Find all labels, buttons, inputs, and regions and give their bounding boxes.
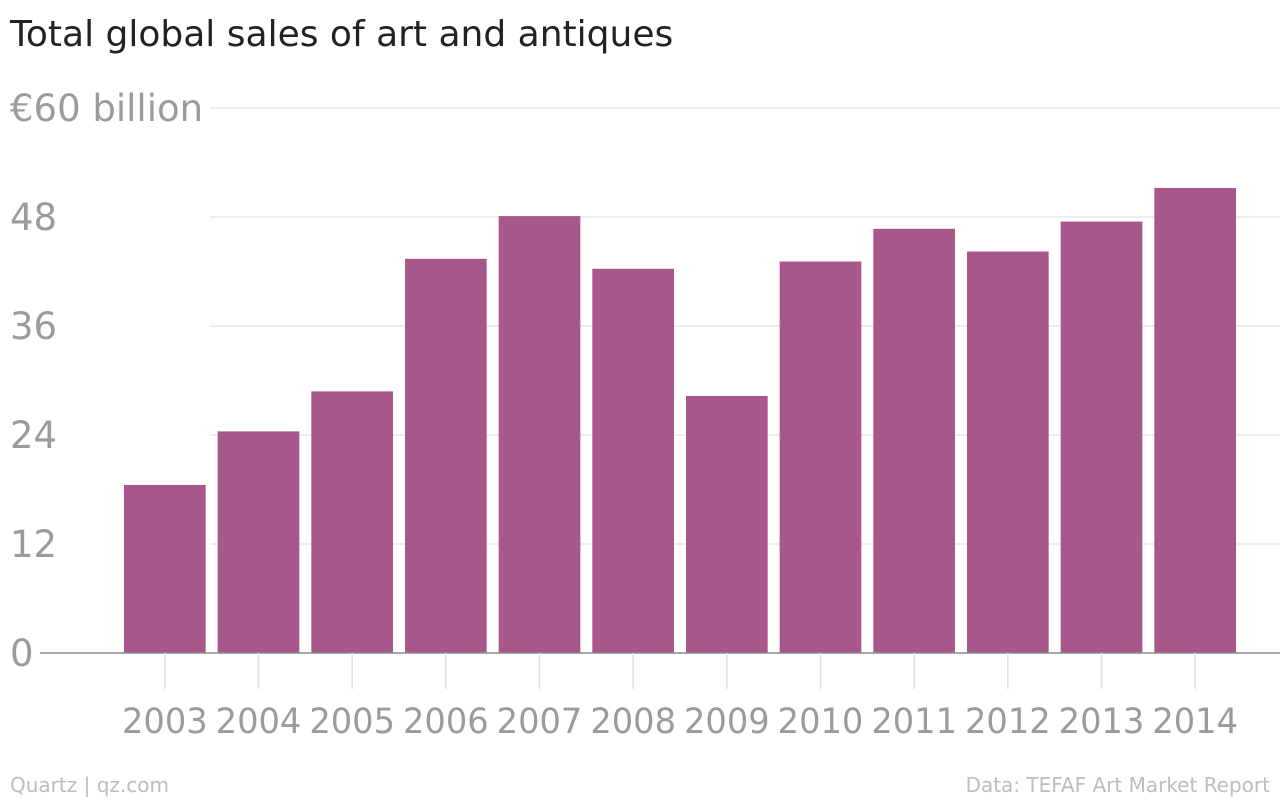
x-tick-label: 2009 [684, 702, 770, 742]
x-axis-tick-labels: 2003 2004 2005 2006 2007 2008 2009 2010 2011 2012… [122, 702, 1238, 742]
x-tick-label: 2007 [497, 702, 583, 742]
x-tick-label: 2010 [778, 702, 864, 742]
bar-2014 [1154, 187, 1236, 653]
x-axis-ticks [164, 653, 1196, 689]
x-tick-label: 2005 [309, 702, 395, 742]
bar-2007 [498, 216, 581, 653]
source-text: Data: TEFAF Art Market Report [965, 773, 1270, 797]
x-tick-label: 2012 [965, 702, 1051, 742]
bar-2010 [779, 261, 862, 653]
bars [124, 187, 1236, 653]
y-tick-label: 36 [10, 305, 57, 348]
x-tick-label: 2011 [871, 702, 957, 742]
x-tick-label: 2014 [1152, 702, 1238, 742]
bar-2008 [592, 268, 674, 653]
y-tick-label: 48 [10, 196, 57, 239]
bar-2006 [405, 258, 487, 653]
bar-2012 [967, 251, 1049, 653]
y-tick-label: 12 [10, 523, 57, 566]
chart-title: Total global sales of art and antiques [10, 14, 674, 55]
bar-2004 [217, 431, 300, 653]
y-tick-label: 0 [10, 632, 34, 675]
y-axis-tick-labels: 0 12 24 36 48 €60 billion [10, 87, 203, 675]
x-tick-label: 2008 [590, 702, 676, 742]
bar-2005 [311, 391, 393, 653]
credit-text: Quartz | qz.com [10, 773, 169, 797]
y-tick-label: €60 billion [10, 87, 203, 130]
bar-2013 [1060, 221, 1143, 653]
x-tick-label: 2003 [122, 702, 208, 742]
bar-2011 [873, 228, 955, 653]
x-tick-label: 2004 [216, 702, 302, 742]
x-tick-label: 2013 [1059, 702, 1145, 742]
y-tick-label: 24 [10, 414, 57, 457]
bar-2003 [124, 484, 206, 653]
bar-2009 [686, 395, 768, 653]
x-tick-label: 2006 [403, 702, 489, 742]
